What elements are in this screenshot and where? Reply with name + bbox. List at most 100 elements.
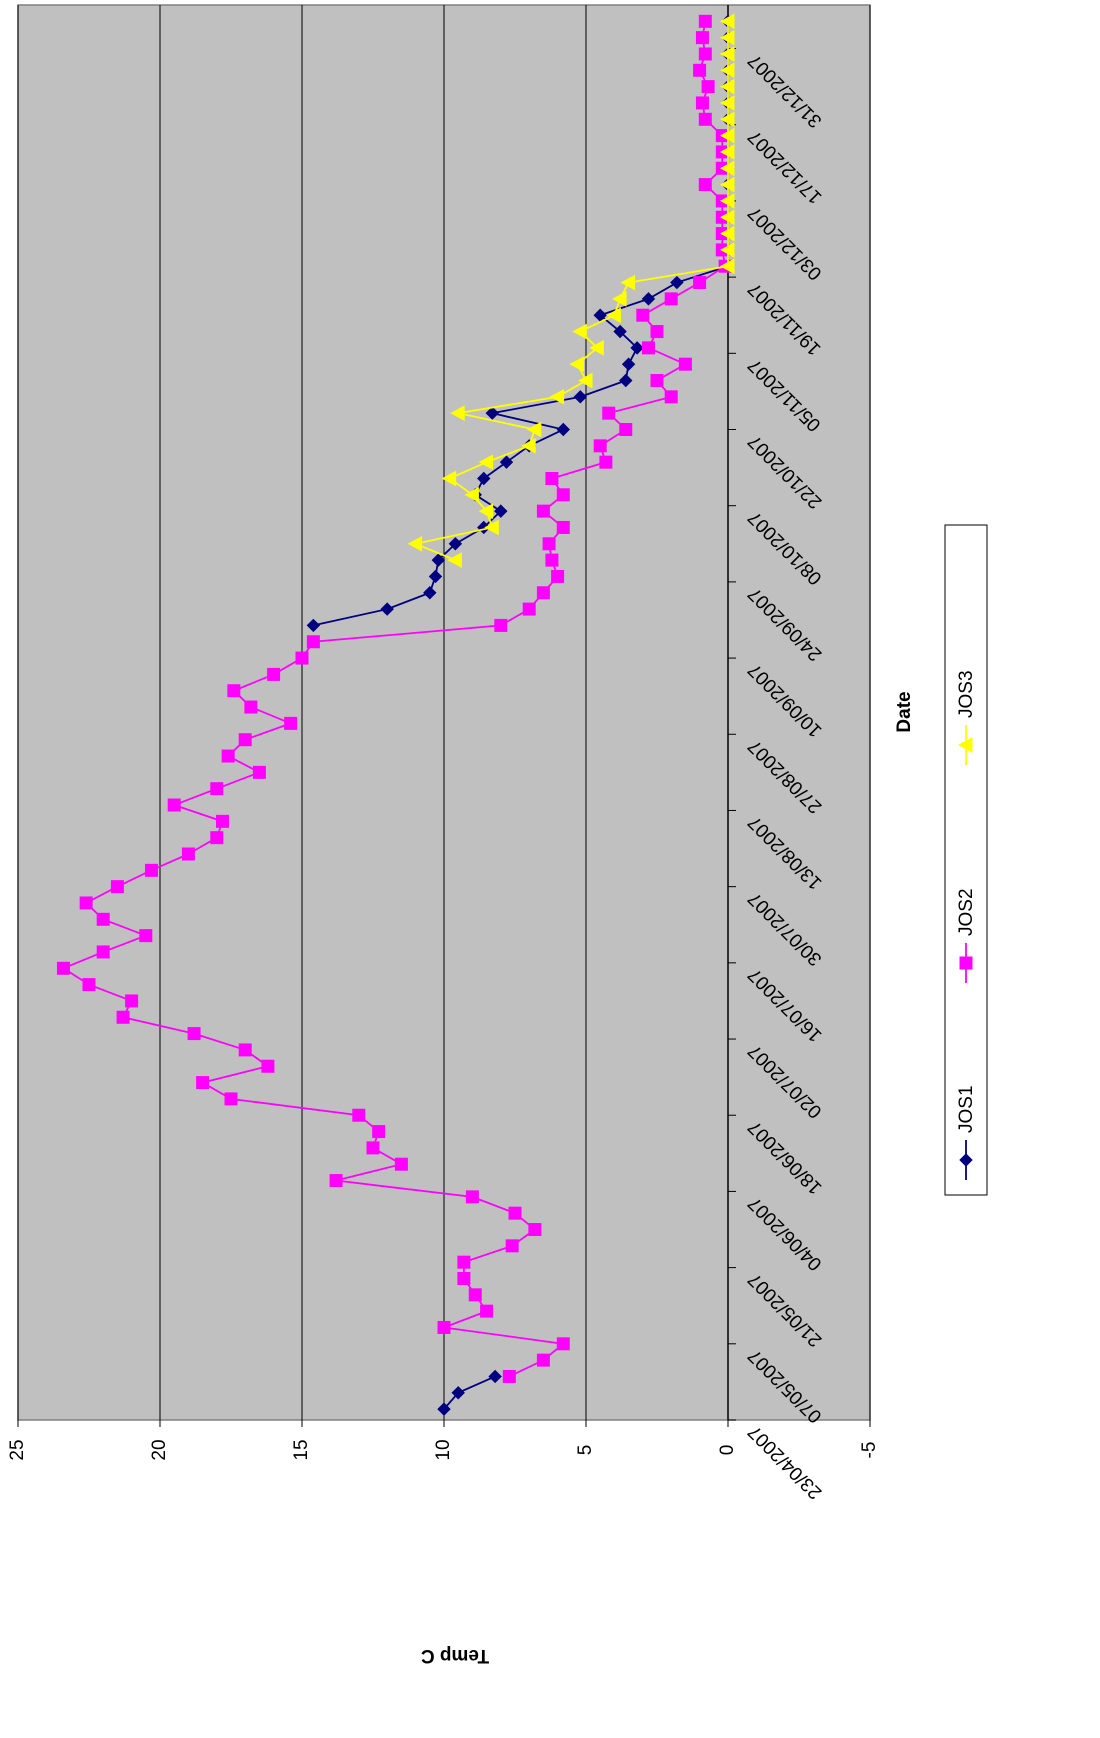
marker (664, 390, 678, 404)
legend-label: JOS1 (956, 1085, 977, 1133)
marker (499, 455, 514, 469)
marker (196, 1076, 210, 1090)
marker (577, 372, 593, 389)
marker (110, 880, 124, 894)
marker (79, 896, 93, 910)
marker (695, 96, 709, 110)
marker (573, 390, 588, 404)
marker (556, 488, 570, 502)
marker (526, 421, 542, 438)
marker (224, 1092, 238, 1106)
marker (693, 63, 707, 77)
marker (698, 178, 712, 192)
marker (572, 323, 587, 340)
marker (352, 1108, 366, 1122)
marker (261, 1059, 275, 1073)
marker (227, 684, 241, 698)
marker (542, 537, 556, 551)
marker (468, 1288, 482, 1302)
marker (478, 503, 494, 519)
marker (593, 439, 607, 453)
legend: JOS1 JOS2 JOS3 (944, 524, 988, 1196)
marker (457, 1255, 471, 1269)
marker (477, 471, 491, 486)
marker (569, 356, 584, 373)
marker (502, 1369, 516, 1383)
marker (630, 341, 644, 355)
marker (606, 307, 621, 324)
marker (693, 276, 707, 290)
marker (139, 929, 153, 943)
marker (56, 961, 70, 975)
marker (167, 798, 181, 812)
marker (329, 1174, 343, 1188)
marker (238, 733, 252, 747)
marker (619, 423, 633, 436)
marker (522, 602, 536, 616)
marker (505, 1239, 519, 1253)
marker (484, 519, 499, 536)
marker (238, 1043, 252, 1057)
marker (719, 111, 735, 128)
marker (210, 782, 224, 796)
marker (82, 978, 96, 992)
y-axis-title: Temp C (421, 1645, 490, 1666)
marker (641, 292, 656, 306)
marker (621, 357, 636, 371)
marker (447, 552, 462, 568)
marker (244, 700, 258, 714)
marker (698, 14, 712, 28)
marker (144, 863, 158, 877)
marker (719, 78, 735, 95)
marker (664, 292, 678, 306)
marker (306, 618, 321, 633)
marker (366, 1141, 380, 1155)
marker (698, 112, 712, 126)
y-tick-label: 25 (7, 1439, 28, 1460)
marker (695, 31, 709, 45)
marker (620, 274, 636, 291)
marker (187, 1027, 201, 1041)
marker (719, 127, 735, 144)
marker (451, 1386, 465, 1400)
marker (719, 225, 735, 242)
marker (437, 1320, 451, 1334)
marker (670, 275, 684, 290)
marker (549, 389, 565, 405)
marker (96, 912, 110, 926)
marker (494, 504, 508, 518)
marker (521, 437, 536, 454)
marker (545, 553, 559, 567)
marker (221, 749, 235, 763)
y-tick-label: 15 (291, 1439, 312, 1460)
marker (494, 618, 508, 632)
marker (545, 471, 559, 485)
marker (284, 716, 298, 730)
marker (959, 956, 973, 970)
marker (116, 1010, 130, 1024)
marker (719, 193, 735, 209)
marker (306, 635, 320, 649)
marker (650, 374, 664, 388)
marker (536, 504, 550, 518)
legend-box (944, 524, 988, 1196)
marker (428, 569, 443, 584)
y-tick-label: 5 (575, 1445, 596, 1456)
marker (536, 1353, 550, 1367)
marker (719, 13, 735, 30)
marker (719, 258, 735, 275)
marker (719, 62, 735, 79)
marker (719, 209, 735, 226)
marker (441, 470, 457, 487)
marker (457, 1272, 471, 1285)
marker (252, 765, 266, 779)
marker (641, 341, 655, 355)
marker (407, 535, 423, 552)
y-tick-label: 20 (149, 1439, 170, 1460)
marker (957, 737, 973, 753)
marker (465, 1190, 479, 1204)
marker (450, 405, 465, 422)
marker (619, 373, 633, 388)
marker (488, 1369, 502, 1384)
